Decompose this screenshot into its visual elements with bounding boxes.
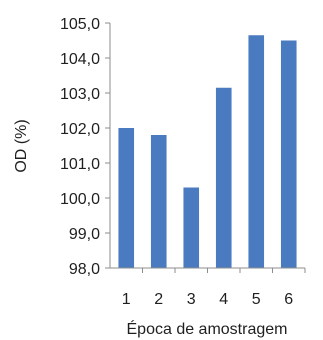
bar-6: [280, 40, 297, 268]
bar-3: [183, 187, 200, 268]
y-tick-label: 100,0: [60, 191, 100, 208]
y-axis-title: OD (%): [13, 119, 30, 172]
bar-1: [118, 128, 135, 268]
bars-group: [118, 35, 297, 268]
y-tick-label: 101,0: [60, 156, 100, 173]
y-tick-label: 102,0: [60, 121, 100, 138]
y-tick-label: 98,0: [69, 261, 100, 278]
y-tick-label: 104,0: [60, 51, 100, 68]
x-tick-label: 1: [122, 291, 131, 308]
x-tick-label: 5: [252, 291, 261, 308]
x-tick-label: 2: [154, 291, 163, 308]
y-tick-label: 105,0: [60, 16, 100, 33]
x-tick-label: 4: [219, 291, 228, 308]
x-axis-ticks: 1 2 3 4 5 6: [122, 268, 306, 308]
y-axis-ticks: 98,0 99,0 100,0 101,0 102,0 103,0 104,0 105,0: [60, 16, 110, 278]
bar-5: [248, 35, 265, 268]
bar-2: [150, 135, 167, 268]
x-axis-title: Época de amostragem: [127, 319, 288, 338]
y-tick-label: 103,0: [60, 86, 100, 103]
y-tick-label: 99,0: [69, 226, 100, 243]
x-tick-label: 3: [187, 291, 196, 308]
x-tick-label: 6: [284, 291, 293, 308]
bar-4: [215, 87, 232, 268]
